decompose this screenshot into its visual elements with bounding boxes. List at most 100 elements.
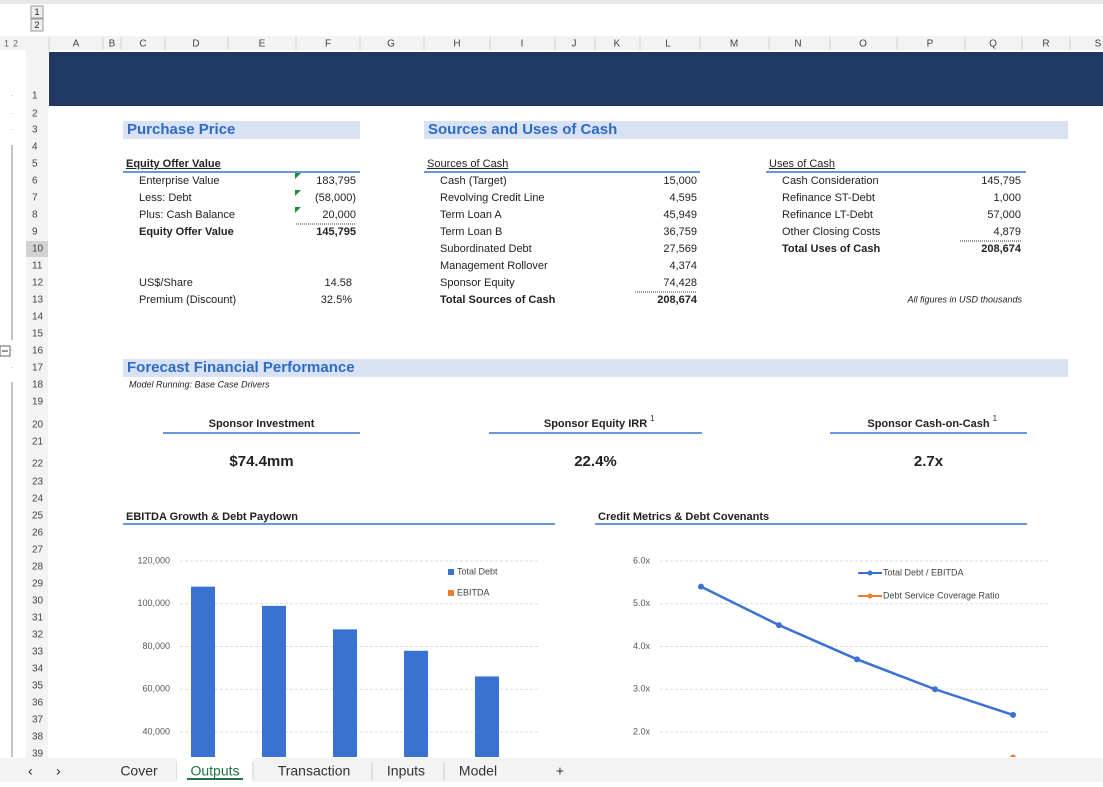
chart: Credit Metrics & Debt Covenants 2.0x 3.0x 4…	[595, 511, 1050, 757]
note: All figures in USD thousands	[906, 294, 1022, 304]
section-title: Sources and Uses of Cash	[428, 121, 617, 138]
outline-level-button[interactable]	[30, 5, 44, 19]
outline-dot: ·	[11, 715, 14, 724]
sheet-tab[interactable]: Transaction	[278, 763, 351, 779]
row-value: 4,595	[669, 192, 697, 204]
table-header: Sources of Cash	[427, 158, 508, 170]
column-header: B	[109, 39, 116, 50]
outline-dot: ·	[11, 494, 14, 503]
row-header: 33	[32, 647, 44, 658]
outline-dot: ·	[11, 125, 14, 134]
sheet-tab[interactable]: +	[556, 763, 564, 779]
row-header: 24	[32, 494, 44, 505]
row-label: Enterprise Value	[139, 175, 220, 187]
outline-dot: ·	[11, 664, 14, 673]
row-value: 36,759	[663, 226, 697, 238]
sheet-tab[interactable]: Model	[459, 763, 497, 779]
outline-level: 2	[34, 20, 39, 30]
row-label: Total Uses of Cash	[782, 243, 880, 255]
row-header: 17	[32, 363, 44, 374]
y-tick-label: 40,000	[142, 726, 170, 736]
row-header: 5	[32, 159, 38, 170]
outline-dot: ·	[11, 545, 14, 554]
row-header: 19	[32, 397, 44, 408]
row-header: 15	[32, 329, 44, 340]
row-label: Refinance ST-Debt	[782, 192, 875, 204]
row-header-bar	[26, 50, 48, 758]
outline-level-button[interactable]	[30, 18, 44, 32]
legend-dot	[867, 570, 873, 576]
row-value: 4,374	[669, 260, 697, 272]
outline-dot: ·	[11, 528, 14, 537]
bar	[191, 586, 215, 757]
sheet-tab[interactable]: Outputs	[190, 763, 239, 779]
y-tick-label: 5.0x	[633, 598, 651, 608]
column-header: P	[927, 39, 934, 50]
row-label: Plus: Cash Balance	[139, 209, 235, 221]
row-header: 12	[32, 278, 44, 289]
outline-dot: ·	[11, 732, 14, 741]
row-label: Less: Debt	[139, 192, 192, 204]
legend-label: Total Debt	[457, 566, 498, 576]
row-value: 20,000	[322, 209, 356, 221]
section-title: Forecast Financial Performance	[127, 359, 355, 376]
row-label: Total Sources of Cash	[440, 294, 556, 306]
row-value: 4,879	[993, 226, 1021, 238]
outline-dot: ·	[11, 261, 14, 270]
row-header: 3	[32, 125, 38, 136]
outline-dot: ·	[11, 329, 14, 338]
row-label: Refinance LT-Debt	[782, 209, 873, 221]
outline-dot: ·	[11, 346, 14, 355]
outline-level-small: 1	[4, 38, 9, 48]
row-header: 6	[32, 176, 38, 187]
kpi-value: 2.7x	[914, 453, 944, 470]
outline-dot: ·	[11, 109, 14, 118]
outline-level-small: 2	[13, 38, 18, 48]
row-value: 145,795	[981, 175, 1021, 187]
table-header: Uses of Cash	[769, 158, 835, 170]
line-point	[776, 622, 782, 629]
outline-dot: ·	[11, 380, 14, 389]
row-header-selected	[26, 241, 48, 257]
row-header: 23	[32, 477, 44, 488]
sheet-tab[interactable]: Cover	[120, 763, 158, 779]
row-header: 9	[32, 227, 38, 238]
row-label: Cash (Target)	[440, 175, 507, 187]
outline-dot: ·	[11, 459, 14, 468]
tab-next[interactable]: ›	[56, 763, 61, 779]
legend-label: Total Debt / EBITDA	[883, 567, 964, 577]
row-header: 37	[32, 715, 44, 726]
section-header-bar	[123, 359, 1068, 377]
tab-bar	[0, 758, 1103, 782]
column-header: L	[665, 39, 671, 50]
row-header: 2	[32, 109, 38, 120]
row-value: 74,428	[663, 277, 697, 289]
bar	[404, 650, 428, 757]
tab-prev[interactable]: ‹	[28, 763, 33, 779]
outline-dot: ·	[11, 562, 14, 571]
column-header: O	[859, 39, 867, 50]
section-title: Purchase Price	[127, 121, 235, 138]
comment-marker	[295, 190, 301, 196]
section-header-bar	[424, 121, 1068, 139]
outline-dot: ·	[11, 193, 14, 202]
outline-dot: ·	[11, 295, 14, 304]
kpi-footnote: 1	[993, 414, 998, 423]
row-header: 11	[32, 261, 43, 272]
kpi-label: Sponsor Investment	[209, 418, 315, 430]
row-header: 10	[32, 244, 44, 255]
row-label: Management Rollover	[440, 260, 548, 272]
kpi-value: $74.4mm	[229, 453, 293, 470]
outline-dot: ·	[11, 647, 14, 656]
kpi-label: Sponsor Equity IRR	[544, 418, 647, 430]
outline-dot: ·	[11, 698, 14, 707]
chart-title: EBITDA Growth & Debt Paydown	[126, 511, 298, 523]
outline-dot: ·	[11, 91, 14, 100]
column-header: N	[794, 39, 801, 50]
outline-dot: ·	[11, 749, 14, 758]
sheet-tab[interactable]: Inputs	[387, 763, 425, 779]
line-point	[698, 583, 704, 590]
outline-dot: ·	[11, 227, 14, 236]
row-header: 14	[32, 312, 44, 323]
row-value: 1,000	[993, 192, 1021, 204]
